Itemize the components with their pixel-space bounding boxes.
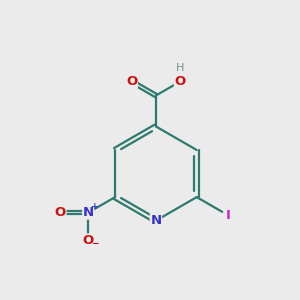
- Text: O: O: [55, 206, 66, 219]
- Text: −: −: [91, 239, 98, 248]
- Text: O: O: [126, 75, 137, 88]
- Text: H: H: [176, 63, 184, 73]
- Text: O: O: [83, 234, 94, 247]
- Text: O: O: [175, 75, 186, 88]
- Text: I: I: [226, 209, 231, 222]
- Text: N: N: [150, 214, 161, 227]
- Text: N: N: [83, 206, 94, 219]
- Text: +: +: [91, 202, 99, 211]
